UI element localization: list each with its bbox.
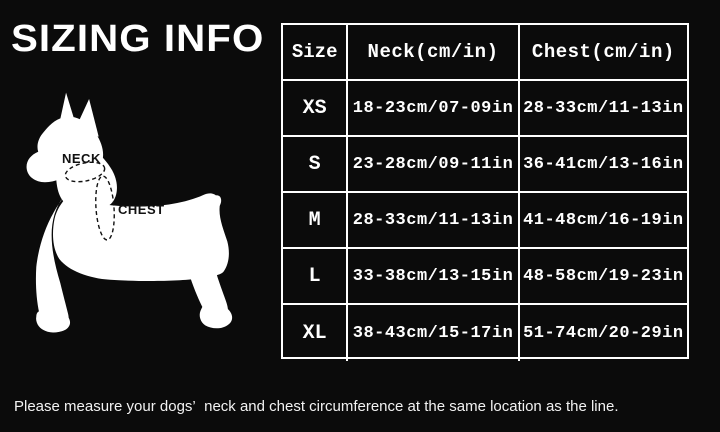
svg-text:NECK: NECK xyxy=(62,151,101,166)
svg-text:CHEST: CHEST xyxy=(118,202,165,217)
